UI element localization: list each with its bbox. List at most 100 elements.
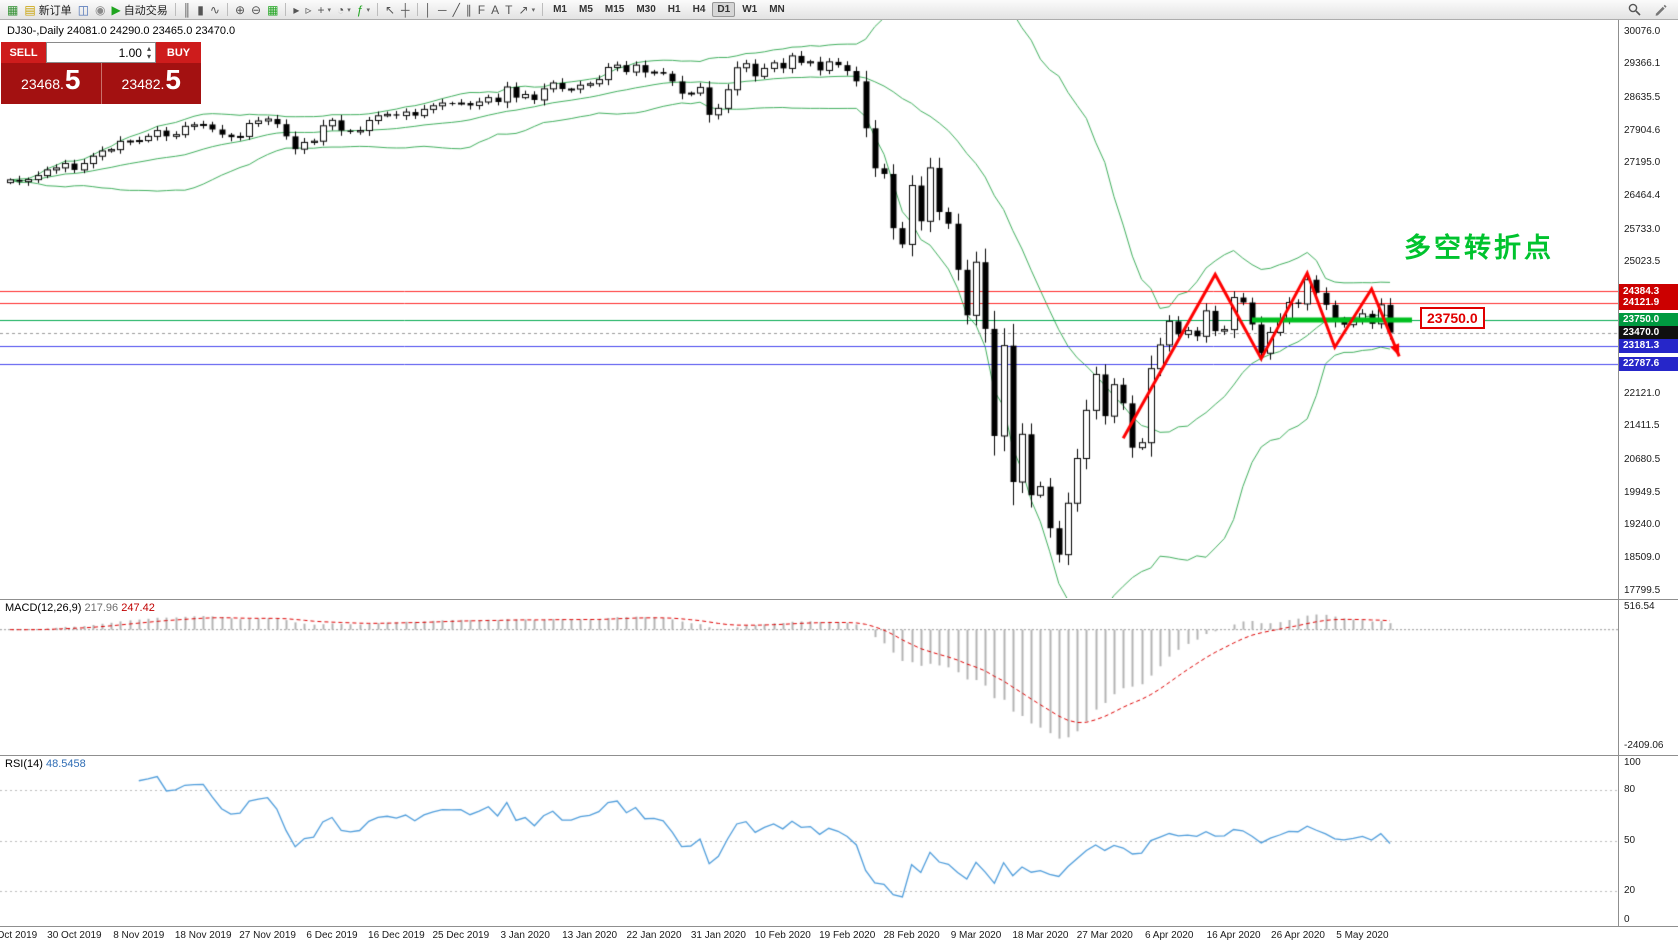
- indicators-icon[interactable]: ƒ ▾: [354, 1, 373, 18]
- text-label-icon[interactable]: T: [502, 1, 515, 18]
- sell-price[interactable]: 23468. 5: [1, 63, 101, 104]
- auto-trading-button-text: 自动交易: [123, 4, 168, 17]
- date-axis-label: 9 Mar 2020: [950, 930, 1002, 941]
- date-axis-label: 6 Dec 2019: [306, 930, 358, 941]
- turning-point-annotation: 多空转折点: [1404, 233, 1554, 263]
- arrows-icon[interactable]: ↗ ▾: [516, 1, 539, 18]
- date-axis-label: 16 Apr 2020: [1206, 930, 1261, 941]
- buy-button[interactable]: BUY: [156, 42, 201, 63]
- macd-canvas[interactable]: [0, 600, 1618, 754]
- timeframe-m30[interactable]: M30: [636, 4, 656, 15]
- support-price-label: 23750.0: [1420, 307, 1485, 329]
- price-axis-label: 27195.0: [1624, 157, 1661, 169]
- sell-button[interactable]: SELL: [1, 42, 46, 63]
- arrows-icon-glyph: ↗: [518, 2, 529, 17]
- crosshair-icon[interactable]: ┼: [398, 1, 413, 18]
- date-axis-label: 26 Apr 2020: [1271, 930, 1325, 941]
- rsi-label: RSI(14) 48.5458: [5, 758, 86, 770]
- price-axis-label: 30076.0: [1624, 26, 1661, 37]
- toolbar-separator: [226, 3, 228, 16]
- rsi-canvas[interactable]: [0, 756, 1618, 925]
- indicators-icon-glyph: ƒ: [356, 2, 364, 17]
- timeframe-m1[interactable]: M1: [553, 4, 567, 15]
- one-click-trading-panel: SELL 1.00 ▴ ▾ BUY 23468. 5 23482. 5: [1, 42, 201, 104]
- zoom-in-icon[interactable]: ⊕: [232, 1, 248, 18]
- fibonacci-icon[interactable]: F: [475, 1, 488, 18]
- price-axis-label: 26464.4: [1624, 190, 1661, 202]
- rsi-axis-label: 80: [1624, 783, 1636, 795]
- toolbar-separator: [376, 3, 378, 16]
- lot-value: 1.00: [118, 45, 142, 60]
- pane-separator[interactable]: [0, 755, 1678, 756]
- tile-windows-icon[interactable]: ▦: [264, 1, 281, 18]
- terminal-icon[interactable]: ▦: [4, 1, 21, 18]
- timeframe-d1[interactable]: D1: [712, 2, 736, 17]
- search-icon[interactable]: [1625, 1, 1644, 18]
- toolbar-separator: [285, 3, 287, 16]
- price-level-tag: 23470.0: [1619, 325, 1678, 340]
- timeframe-h4[interactable]: H4: [692, 4, 706, 15]
- channel-icon[interactable]: ∥: [463, 1, 475, 18]
- lot-spinner[interactable]: ▴ ▾: [146, 43, 151, 61]
- symbol-period-label: DJ30-,Daily: [7, 25, 64, 37]
- zoom-out-icon-glyph: ⊖: [251, 2, 262, 17]
- buy-price[interactable]: 23482. 5: [100, 63, 201, 104]
- periods-icon[interactable]: ◔ ▾: [334, 1, 354, 18]
- terminal-icon-glyph: ▦: [7, 2, 19, 17]
- sell-price-big-digit: 5: [64, 64, 81, 95]
- crosshair-icon-glyph: ┼: [401, 2, 410, 17]
- date-axis-label: 21 Oct 2019: [0, 930, 38, 941]
- timeframe-mn[interactable]: MN: [769, 4, 785, 15]
- date-axis-label: 31 Jan 2020: [690, 930, 746, 941]
- auto-trading-button[interactable]: ▶ 自动交易: [109, 1, 171, 18]
- chart-title: DJ30-,Daily 24081.0 24290.0 23465.0 2347…: [7, 25, 235, 37]
- zoom-out-icon[interactable]: ⊖: [248, 1, 264, 18]
- compose-icon[interactable]: [1651, 1, 1670, 18]
- trendline-icon[interactable]: ╱: [450, 1, 463, 18]
- rsi-axis-label: 0: [1624, 914, 1630, 925]
- new-chart-icon[interactable]: + ▾: [314, 1, 334, 18]
- date-axis-label: 27 Mar 2020: [1076, 930, 1133, 941]
- cursor-icon-glyph: ↖: [384, 2, 396, 17]
- vertical-line-icon-glyph: │: [424, 2, 433, 17]
- chart-shift-icon[interactable]: ▹: [302, 1, 314, 18]
- lot-size-input[interactable]: 1.00 ▴ ▾: [46, 42, 156, 63]
- timeframe-h1[interactable]: H1: [667, 4, 681, 15]
- cursor-icon[interactable]: ↖: [382, 1, 398, 18]
- bar-chart-type-icon[interactable]: ║: [180, 1, 195, 18]
- help-icon[interactable]: ◉: [92, 1, 108, 18]
- zoom-in-icon-glyph: ⊕: [234, 2, 245, 17]
- date-axis-label: 3 Jan 2020: [500, 930, 550, 941]
- price-axis-label: 19240.0: [1624, 519, 1661, 531]
- fibonacci-icon-glyph: F: [477, 2, 486, 17]
- toolbar: ▦ ▤ 新订单 ◫ ◉ ▶ 自动交易 ║ ▮ ∿ ⊕ ⊖ ▦ ▸ ▹ + ▾ ◔ ▾ ƒ ▾ ↖ ┼ │ ─ ╱ ∥ F A T ↗ ▾ M1 M…: [0, 0, 1678, 20]
- timeframe-w1[interactable]: W1: [742, 4, 758, 15]
- auto-scroll-icon-glyph: ▸: [293, 2, 300, 17]
- pane-separator[interactable]: [0, 599, 1678, 600]
- price-level-tag: 24121.9: [1619, 295, 1678, 310]
- auto-scroll-icon[interactable]: ▸: [290, 1, 302, 18]
- price-level-tag: 24384.3: [1619, 284, 1678, 299]
- horizontal-line-icon[interactable]: ─: [435, 1, 450, 18]
- price-chart-canvas[interactable]: [0, 20, 1618, 598]
- price-axis-label: 18509.0: [1624, 552, 1661, 564]
- macd-axis-label: -2409.06: [1624, 739, 1664, 751]
- candlestick-type-icon[interactable]: ▮: [194, 1, 207, 18]
- macd-signal-value: 247.42: [121, 602, 155, 614]
- timeframe-m5[interactable]: M5: [578, 4, 593, 15]
- line-chart-type-icon[interactable]: ∿: [207, 1, 223, 18]
- text-icon[interactable]: A: [488, 1, 502, 18]
- text-icon-glyph: A: [491, 2, 500, 17]
- price-level-tag: 23181.3: [1619, 338, 1678, 353]
- candlestick-type-icon-glyph: ▮: [197, 2, 204, 17]
- auto-trading-button-glyph: ▶: [111, 2, 121, 17]
- new-order-button[interactable]: ▤ 新订单: [21, 1, 74, 18]
- chevron-down-icon: ▾: [327, 6, 331, 14]
- profile-icon[interactable]: ◫: [75, 1, 92, 18]
- toolbar-separator: [174, 3, 176, 16]
- date-axis-label: 19 Feb 2020: [819, 930, 876, 941]
- toolbar-items: ▦ ▤ 新订单 ◫ ◉ ▶ 自动交易 ║ ▮ ∿ ⊕ ⊖ ▦ ▸ ▹ + ▾ ◔ ▾ ƒ ▾ ↖ ┼ │ ─ ╱ ∥ F A T ↗ ▾ M1 M…: [4, 0, 1625, 19]
- vertical-line-icon[interactable]: │: [422, 1, 436, 18]
- timeframe-m15[interactable]: M15: [604, 4, 625, 15]
- date-axis-label: 6 Apr 2020: [1145, 930, 1194, 941]
